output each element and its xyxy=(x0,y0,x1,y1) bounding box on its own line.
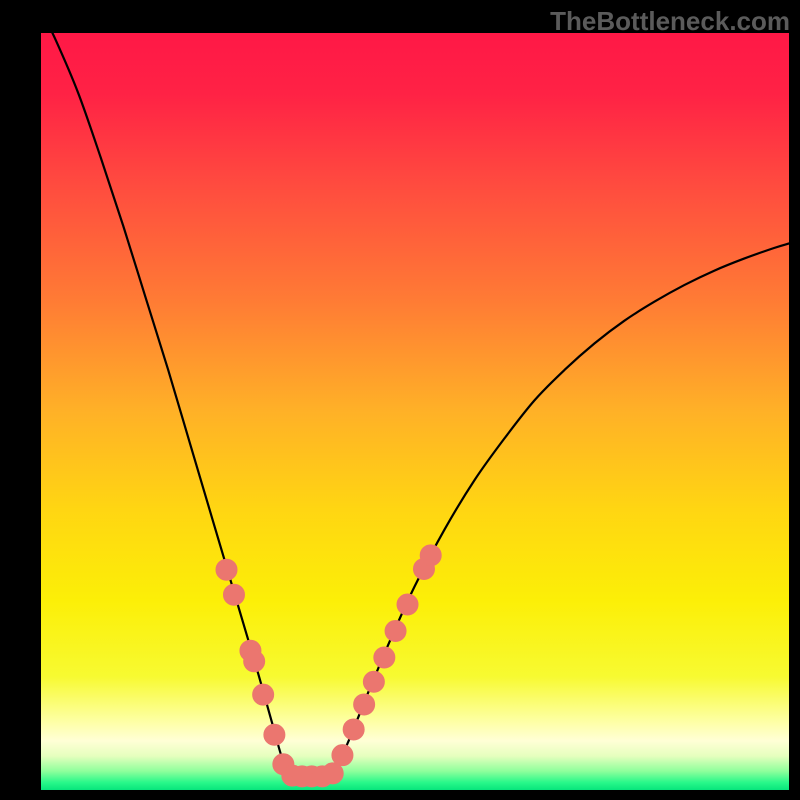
curve-marker xyxy=(363,671,384,692)
chart-root: TheBottleneck.com xyxy=(0,0,800,800)
curve-marker xyxy=(420,545,441,566)
curve-marker xyxy=(322,763,343,784)
watermark-text: TheBottleneck.com xyxy=(550,6,790,37)
curve-marker xyxy=(354,694,375,715)
curve-marker xyxy=(343,719,364,740)
curve-marker xyxy=(223,584,244,605)
curve-marker xyxy=(374,647,395,668)
curve-marker xyxy=(264,724,285,745)
curve-marker xyxy=(244,651,265,672)
curve-marker xyxy=(385,621,406,642)
curve-marker xyxy=(332,745,353,766)
bottleneck-curve-chart xyxy=(0,0,800,800)
curve-marker xyxy=(397,594,418,615)
plot-background xyxy=(41,33,789,790)
curve-marker xyxy=(253,684,274,705)
curve-marker xyxy=(216,559,237,580)
